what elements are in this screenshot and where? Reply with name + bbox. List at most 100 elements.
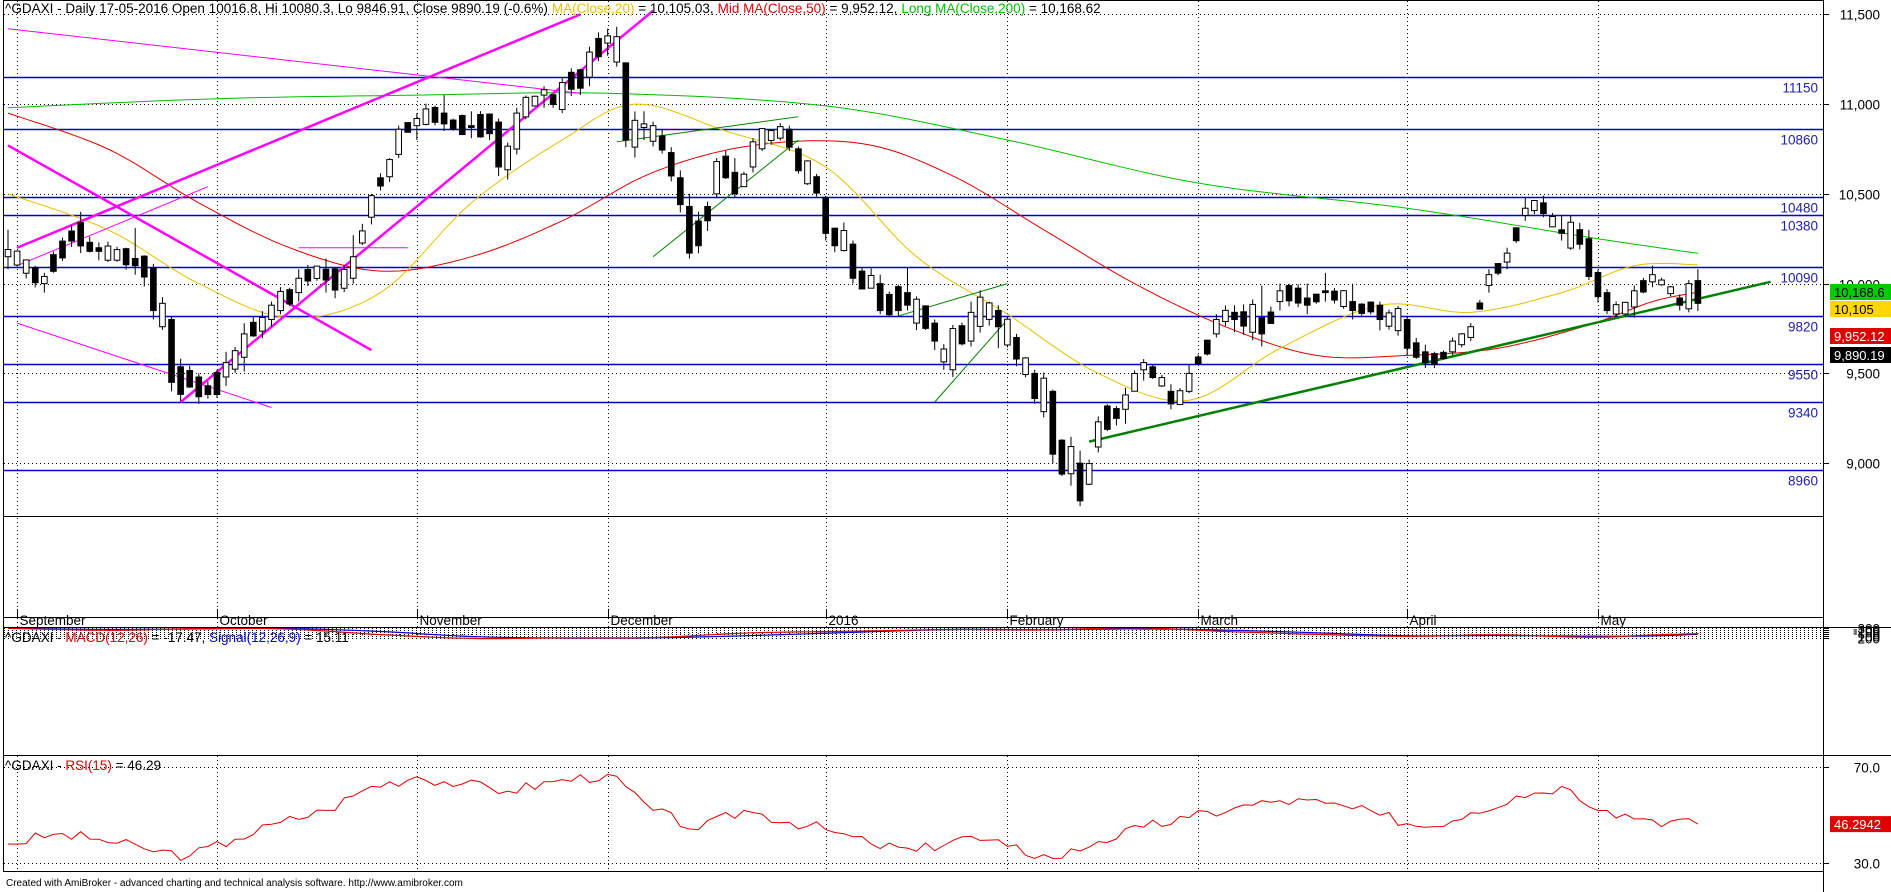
candle bbox=[586, 46, 593, 87]
candle-body bbox=[667, 152, 675, 177]
trendline bbox=[616, 116, 799, 143]
candle bbox=[1467, 323, 1475, 342]
candle bbox=[1176, 388, 1184, 406]
candle-body bbox=[395, 128, 402, 155]
month-labels: September October November December 2016 Febr… bbox=[3, 609, 1823, 628]
candle bbox=[858, 267, 866, 290]
candle-body bbox=[922, 305, 929, 329]
candle-body bbox=[340, 268, 348, 289]
price-badge-bg bbox=[1830, 347, 1891, 363]
candle bbox=[1076, 450, 1084, 507]
candle-body bbox=[477, 113, 484, 138]
level-label: 9820 bbox=[1788, 320, 1818, 335]
candle-body bbox=[413, 117, 421, 127]
candle bbox=[186, 365, 194, 388]
signal-label: Signal(12,26,9) bbox=[209, 630, 301, 645]
month-label: September bbox=[20, 613, 87, 628]
candle-body bbox=[458, 115, 466, 136]
candle-body bbox=[1512, 227, 1520, 242]
candle bbox=[286, 287, 293, 307]
candle-body bbox=[1576, 229, 1584, 245]
candle bbox=[1594, 269, 1602, 303]
candle-body bbox=[1303, 297, 1311, 306]
candle bbox=[495, 118, 502, 176]
candle bbox=[1085, 459, 1093, 486]
price-pane[interactable]: 11150 10860 10480 10380 10090 9820 9550 9340 896… bbox=[3, 0, 1891, 629]
candle bbox=[1521, 197, 1529, 221]
candle bbox=[704, 201, 711, 232]
candle bbox=[658, 129, 666, 154]
candle-body bbox=[204, 385, 212, 396]
candlesticks bbox=[4, 26, 1702, 507]
macd-tick-label: 200 bbox=[1857, 632, 1880, 647]
candle bbox=[22, 259, 30, 279]
candle-body bbox=[104, 245, 112, 261]
candle-body bbox=[1022, 357, 1029, 376]
candle bbox=[1549, 212, 1556, 228]
footer-credit: Created with AmiBroker - advanced charti… bbox=[6, 878, 463, 889]
candle-body bbox=[795, 148, 802, 172]
level-label: 9340 bbox=[1788, 406, 1818, 421]
candle-body bbox=[1140, 362, 1147, 371]
price-badge-bg bbox=[1830, 328, 1891, 344]
candle bbox=[1540, 195, 1547, 218]
macd-tick-label: -300 bbox=[1853, 622, 1880, 637]
rsi-pane[interactable]: 70.0 30.0 46.2942 ^GDAXI - RSI(15) = 46.2… bbox=[3, 755, 1891, 872]
candle-body bbox=[168, 319, 175, 383]
macd-value: = -17.47, bbox=[148, 630, 209, 645]
candle-body bbox=[1276, 290, 1284, 303]
candle-body bbox=[704, 206, 711, 222]
signal-value: = 15.11 bbox=[301, 630, 349, 645]
candle-body bbox=[1485, 274, 1493, 286]
candle bbox=[749, 138, 757, 173]
candle-body bbox=[595, 37, 602, 58]
candle-body bbox=[1258, 317, 1266, 335]
candle bbox=[895, 284, 902, 316]
candle-body bbox=[304, 268, 312, 282]
candle-body bbox=[1203, 339, 1211, 355]
candle-body bbox=[1322, 290, 1329, 294]
candle-body bbox=[1667, 286, 1674, 295]
candle bbox=[431, 105, 439, 126]
candle bbox=[513, 107, 521, 155]
candle-body bbox=[1185, 372, 1193, 392]
price-tick-label: 11,000 bbox=[1840, 98, 1880, 113]
candle-body bbox=[368, 195, 375, 218]
candle-body bbox=[122, 248, 130, 266]
candle bbox=[631, 111, 639, 158]
candle bbox=[567, 68, 575, 97]
candle bbox=[1122, 387, 1129, 424]
candle bbox=[131, 227, 139, 275]
candle-body bbox=[1540, 202, 1547, 215]
candle bbox=[1013, 333, 1020, 367]
candle bbox=[504, 142, 512, 180]
candle bbox=[840, 222, 848, 252]
candle-body bbox=[1004, 318, 1011, 346]
candle-body bbox=[22, 259, 30, 274]
candle bbox=[449, 118, 457, 131]
candle-body bbox=[686, 205, 693, 254]
candle-body bbox=[513, 112, 521, 150]
macd-tick-label: -200 bbox=[1853, 624, 1880, 639]
candle bbox=[422, 103, 430, 126]
candle bbox=[440, 95, 448, 132]
candle bbox=[195, 373, 203, 404]
rsi-badge: 46.2942 bbox=[1830, 816, 1891, 833]
month-label: February bbox=[1010, 613, 1064, 628]
candle bbox=[1213, 314, 1220, 338]
candle-body bbox=[1385, 312, 1393, 327]
month-label: 2016 bbox=[829, 613, 859, 628]
candle bbox=[1031, 369, 1038, 404]
candle bbox=[277, 287, 284, 315]
candle bbox=[377, 173, 384, 191]
trendline bbox=[16, 322, 272, 408]
candle-body bbox=[1149, 366, 1157, 379]
candle-body bbox=[468, 125, 475, 128]
candle bbox=[395, 125, 402, 158]
trendline bbox=[16, 13, 581, 249]
candle bbox=[1049, 389, 1057, 464]
candle bbox=[667, 147, 675, 182]
candle bbox=[159, 297, 166, 330]
